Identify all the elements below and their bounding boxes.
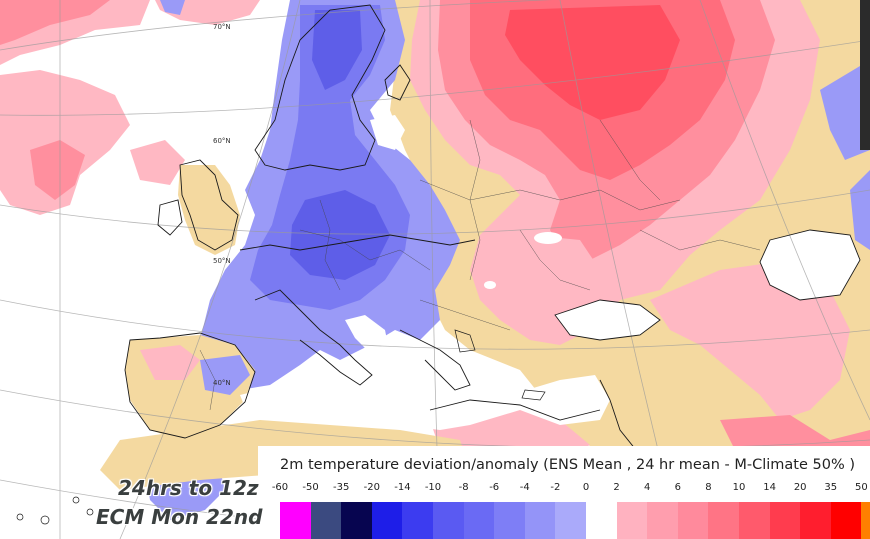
legend-swatch-negative [280, 502, 312, 539]
warm-patch-iberia [140, 345, 200, 380]
legend-tick: 50 [855, 482, 868, 493]
baltic-sea [370, 115, 405, 150]
legend-swatch-negative [494, 502, 526, 539]
coastlines [124, 4, 861, 456]
cold-patch-atlantic [160, 0, 185, 15]
legend-tick: -35 [333, 482, 350, 493]
black-sea [555, 300, 660, 340]
warm-patch-mid-atlantic [130, 140, 185, 185]
warm-patch-greenland-deep [0, 0, 110, 45]
legend-tick: 4 [644, 482, 651, 493]
neutral-land-west [178, 165, 240, 255]
legend-swatch-negative [371, 502, 403, 539]
legend-tick: 10 [732, 482, 746, 493]
legend-tick: 14 [763, 482, 776, 493]
caption-run: ECM Mon 22nd [96, 505, 263, 529]
caption-period: 24hrs to 12z [118, 476, 259, 500]
right-edge-strip [860, 0, 870, 150]
legend-title: 2m temperature deviation/anomaly (ENS Me… [280, 457, 856, 473]
legend-tick: -20 [363, 482, 380, 493]
legend-swatch-positive [677, 502, 709, 539]
legend-tick: 8 [705, 482, 712, 493]
legend-swatch-negative [341, 502, 373, 539]
lat-label-70: 70°N [213, 23, 231, 31]
legend-tick: -6 [489, 482, 500, 493]
cold-region-deep [290, 190, 390, 280]
lat-label-50: 50°N [213, 257, 231, 265]
legend-swatch-negative [463, 502, 495, 539]
warm-patch-atlantic [0, 70, 130, 215]
legend-tick: -8 [458, 482, 469, 493]
cold-region-scand [312, 10, 362, 90]
legend-swatch-negative [524, 502, 556, 539]
legend-swatch-positive [769, 502, 801, 539]
legend-swatch-positive [708, 502, 740, 539]
legend-tick: -50 [302, 482, 319, 493]
legend-panel: 2m temperature deviation/anomaly (ENS Me… [258, 446, 870, 539]
cold-patch-right [820, 60, 870, 160]
mediterranean-sea [240, 370, 610, 430]
legend-swatch-positive [647, 502, 679, 539]
legend-swatch-positive [861, 502, 870, 539]
legend-tick: 6 [674, 482, 681, 493]
legend-tick: 35 [824, 482, 838, 493]
legend-tick: 2 [613, 482, 620, 493]
legend-tick: -10 [424, 482, 442, 493]
legend-swatch-negative [310, 502, 342, 539]
adriatic-sea [345, 315, 390, 355]
legend-swatch-positive [830, 502, 862, 539]
legend-tick: -2 [550, 482, 561, 493]
legend-tick: -60 [271, 482, 289, 493]
legend-swatch-positive [616, 502, 648, 539]
lat-label-60: 60°N [213, 137, 231, 145]
white-patch-hungary [534, 232, 562, 244]
cold-patch-right-low [850, 170, 870, 250]
legend-swatch-negative [555, 502, 587, 539]
warm-patch-balkans [480, 235, 600, 320]
warm-region-core [505, 5, 680, 120]
islands [16, 329, 546, 525]
legend-swatch-positive [800, 502, 832, 539]
caspian-sea [760, 230, 860, 300]
warm-patch-atlantic-deep [30, 140, 85, 200]
legend-tick: -14 [394, 482, 411, 493]
white-patch-romania [484, 281, 496, 289]
legend-tick: -4 [519, 482, 530, 493]
legend-swatch-positive [739, 502, 771, 539]
legend-tick: 20 [793, 482, 807, 493]
legend-swatch-negative [433, 502, 465, 539]
lat-label-40: 40°N [213, 379, 231, 387]
borders [199, 119, 761, 411]
legend-swatch-negative [402, 502, 434, 539]
cold-patch-iberia [200, 355, 250, 395]
legend-tick: 0 [582, 482, 590, 493]
